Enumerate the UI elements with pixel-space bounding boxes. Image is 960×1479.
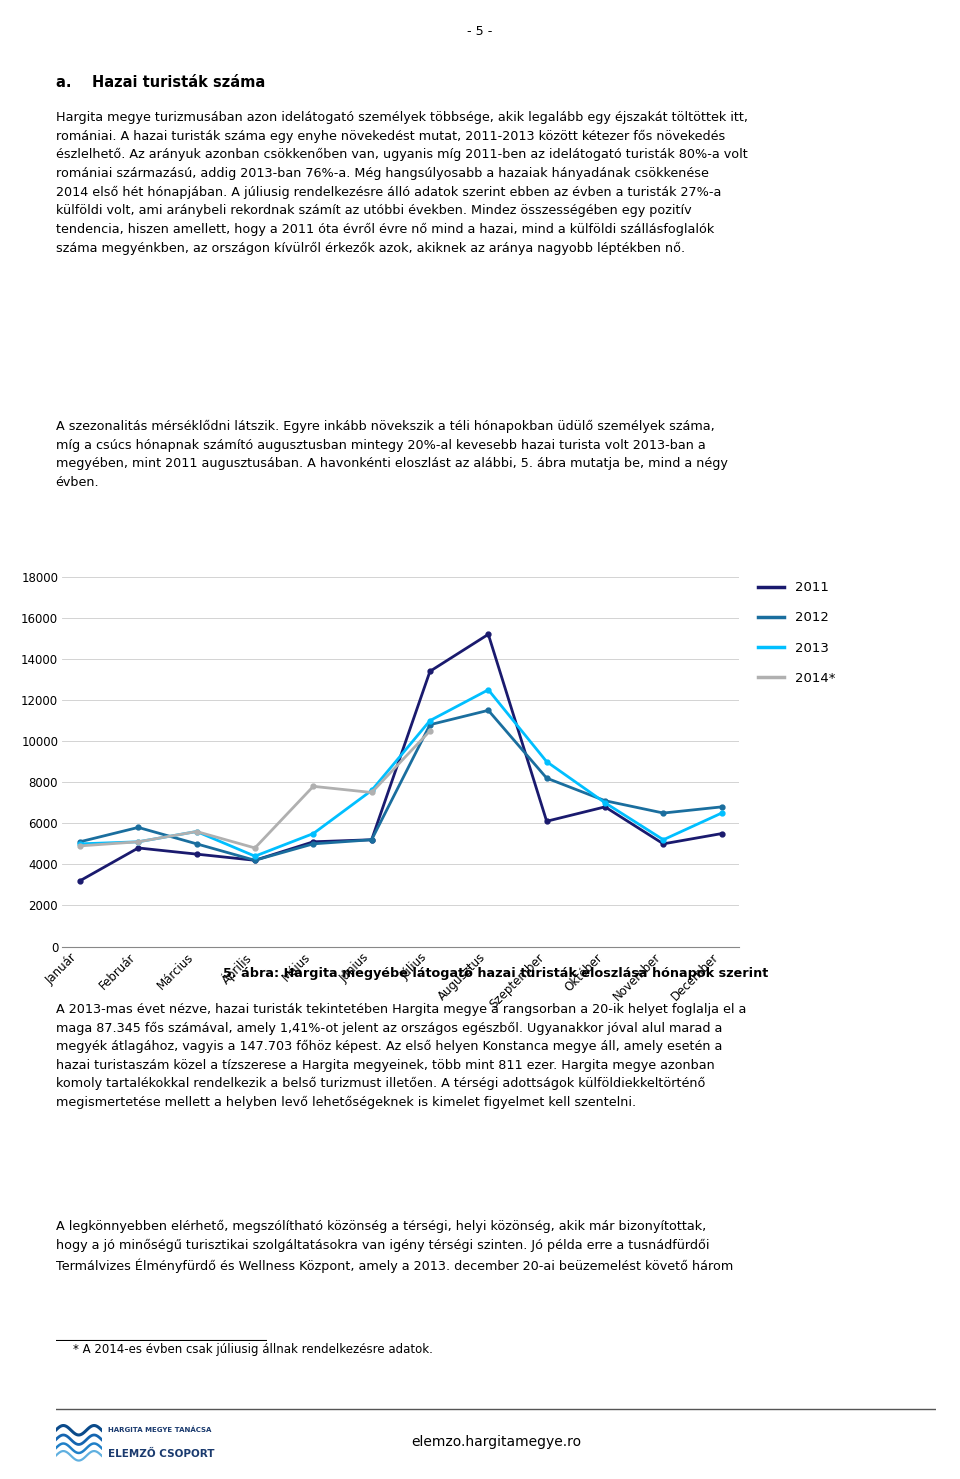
2012 xyxy=(132,818,144,836)
2014* xyxy=(424,722,436,740)
Text: A 2013-mas évet nézve, hazai turisták tekintetében Hargita megye a rangsorban a : A 2013-mas évet nézve, hazai turisták te… xyxy=(56,1003,746,1109)
Text: Hargita megye turizmusában azon idelátogató személyek többsége, akik legalább eg: Hargita megye turizmusában azon idelátog… xyxy=(56,111,748,254)
2011 xyxy=(250,852,261,870)
2011 xyxy=(540,812,552,830)
2012 xyxy=(540,769,552,787)
2011 xyxy=(716,825,728,843)
2013 xyxy=(307,825,319,843)
2011 xyxy=(366,831,377,849)
Line: 2012: 2012 xyxy=(78,708,724,862)
2013 xyxy=(424,711,436,729)
Text: HARGITA MEGYE TANÁCSA: HARGITA MEGYE TANÁCSA xyxy=(108,1426,212,1433)
2012 xyxy=(366,831,377,849)
2011 xyxy=(658,836,669,853)
Text: a.    Hazai turisták száma: a. Hazai turisták száma xyxy=(56,75,265,90)
Line: 2014*: 2014* xyxy=(78,729,432,850)
2012 xyxy=(191,836,203,853)
Text: * A 2014-es évben csak júliusig állnak rendelkezésre adatok.: * A 2014-es évben csak júliusig állnak r… xyxy=(73,1343,433,1356)
2011 xyxy=(132,839,144,856)
Legend: 2011, 2012, 2013, 2014*: 2011, 2012, 2013, 2014* xyxy=(753,575,841,691)
Text: ELEMZŐ CSOPORT: ELEMZŐ CSOPORT xyxy=(108,1449,215,1460)
2014* xyxy=(250,839,261,856)
2012 xyxy=(658,805,669,822)
2011 xyxy=(74,873,85,890)
2012 xyxy=(307,836,319,853)
2012 xyxy=(599,791,611,809)
2011 xyxy=(424,663,436,680)
2013 xyxy=(132,833,144,850)
2013 xyxy=(74,836,85,853)
2012 xyxy=(424,716,436,734)
2013 xyxy=(250,847,261,865)
2013 xyxy=(658,831,669,849)
2014* xyxy=(366,784,377,802)
2012 xyxy=(716,799,728,816)
2013 xyxy=(599,794,611,812)
Text: A legkönnyebben elérhető, megszólítható közönség a térségi, helyi közönség, akik: A legkönnyebben elérhető, megszólítható … xyxy=(56,1220,732,1273)
2011 xyxy=(307,833,319,850)
Line: 2011: 2011 xyxy=(78,632,724,883)
2012 xyxy=(483,701,494,719)
2011 xyxy=(599,799,611,816)
2012 xyxy=(74,833,85,850)
2013 xyxy=(366,781,377,799)
Text: 5. ábra: Hargita megyébe látogató hazai turisták eloszlása hónapok szerint: 5. ábra: Hargita megyébe látogató hazai … xyxy=(224,967,768,979)
2013 xyxy=(483,680,494,698)
2013 xyxy=(716,805,728,822)
2014* xyxy=(74,837,85,855)
2014* xyxy=(191,822,203,840)
2014* xyxy=(307,778,319,796)
Text: - 5 -: - 5 - xyxy=(468,25,492,37)
Text: A szezonalitás mérséklődni látszik. Egyre inkább növekszik a téli hónapokban üdü: A szezonalitás mérséklődni látszik. Egyr… xyxy=(56,420,728,488)
2012 xyxy=(250,852,261,870)
Line: 2013: 2013 xyxy=(78,688,724,859)
2011 xyxy=(191,846,203,864)
Text: elemzo.hargitamegye.ro: elemzo.hargitamegye.ro xyxy=(411,1435,581,1449)
2013 xyxy=(191,822,203,840)
2013 xyxy=(540,753,552,771)
2011 xyxy=(483,626,494,643)
2014* xyxy=(132,833,144,850)
